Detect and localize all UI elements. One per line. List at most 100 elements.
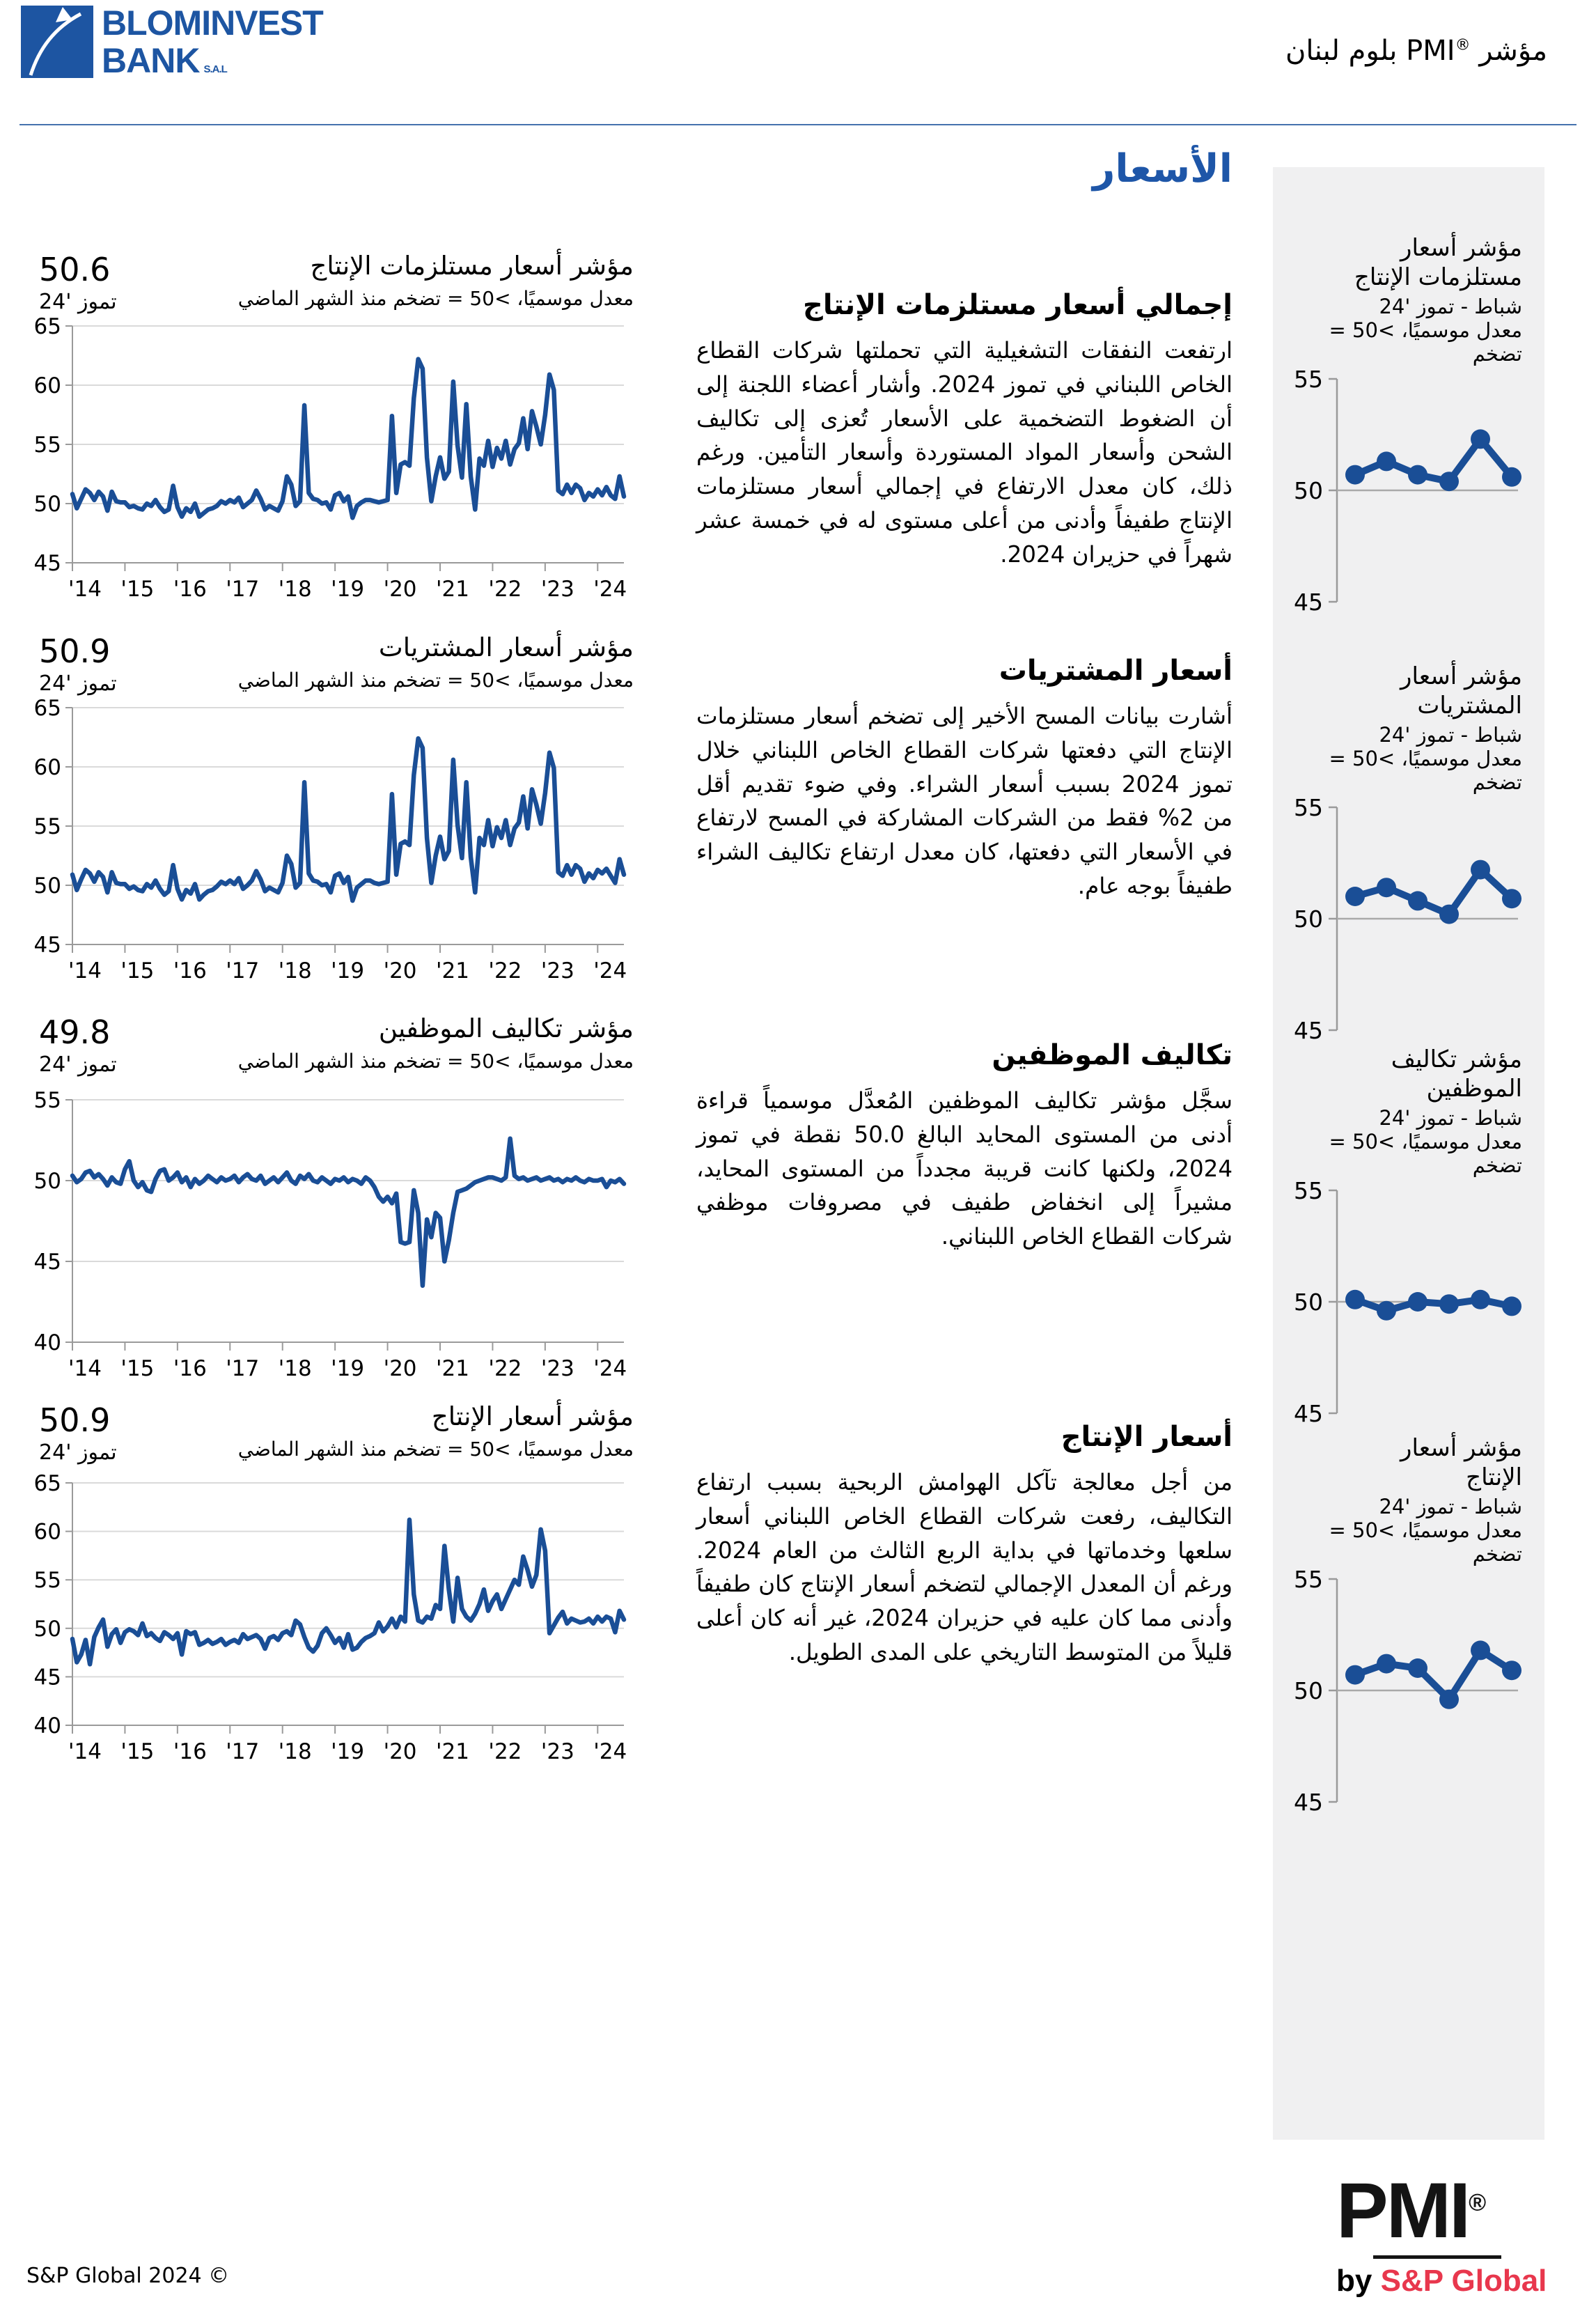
purchase-prices-mini-chart: 55 50 45 [1294, 797, 1521, 1044]
svg-text:'22: '22 [488, 1739, 522, 1764]
document-title-prefix: مؤشر [1479, 35, 1547, 67]
chart-subtitle: معدل موسميًا، >50 = تضخم منذ الشهر الماض… [237, 1438, 634, 1461]
output-prices-main-chart: 40 45 50 55 60 65 '14 '15 '16 '17 '18 '19 '20 '21 '22 '… [34, 1472, 627, 1764]
section-purchase-prices: أسعار المشتريات أشارت بيانات المسح الأخي… [696, 655, 1233, 903]
svg-text:60: 60 [34, 373, 61, 398]
purchase-prices-chart-header: 50.9 تموز '24 مؤشر أسعار المشتريات معدل … [21, 632, 634, 709]
logo-bank: BANK [102, 41, 200, 80]
staff-costs-main-chart: 40 45 50 55 '14 '15 '16 '17 '18 '19 '20 '21 '22 '23 '2… [34, 1089, 627, 1381]
latest-value-date: تموز '24 [39, 1052, 117, 1077]
svg-text:'23: '23 [541, 1356, 574, 1381]
svg-text:45: 45 [1294, 1400, 1323, 1427]
svg-text:'20: '20 [384, 1356, 417, 1381]
svg-text:55: 55 [34, 1568, 61, 1593]
svg-text:50: 50 [34, 1169, 61, 1194]
svg-text:'18: '18 [279, 577, 312, 602]
svg-text:50: 50 [34, 1617, 61, 1642]
sidebar-mini-staff-costs: مؤشر تكاليف الموظفين شباط - تموز '24 معدل… [1285, 1045, 1532, 1431]
sidebar-mini-input-prices: مؤشر أسعار مستلزمات الإنتاج شباط - تموز '… [1285, 233, 1532, 619]
svg-text:50: 50 [1294, 477, 1323, 504]
document-title-pmi: PMI® [1406, 35, 1471, 67]
svg-text:'17: '17 [226, 1739, 259, 1764]
svg-text:'15: '15 [120, 958, 154, 983]
svg-text:'19: '19 [331, 958, 364, 983]
section-heading: تكاليف الموظفين [992, 1039, 1233, 1071]
svg-text:'21: '21 [436, 958, 469, 983]
sp-global-brand: S&P Global [1380, 2264, 1547, 2298]
svg-text:60: 60 [34, 1520, 61, 1545]
section-body: ارتفعت النفقات التشغيلية التي تحملتها شر… [696, 337, 1233, 568]
chart-title: مؤشر أسعار مستلزمات الإنتاج [310, 251, 634, 281]
svg-text:'14: '14 [68, 577, 102, 602]
section-body: أشارت بيانات المسح الأخير إلى تضخم أسعار… [696, 703, 1233, 899]
svg-text:'14: '14 [68, 1356, 102, 1381]
blominvest-logo: BLOMINVEST BANK S.A.L [21, 3, 324, 78]
svg-text:'19: '19 [331, 1739, 364, 1764]
latest-value-date: تموز '24 [39, 290, 117, 314]
svg-text:'17: '17 [226, 1356, 259, 1381]
chart-title: مؤشر أسعار المشتريات [378, 632, 634, 662]
svg-text:'24: '24 [593, 1739, 627, 1764]
svg-text:55: 55 [1294, 797, 1323, 821]
svg-text:65: 65 [34, 1472, 61, 1496]
svg-text:55: 55 [34, 1089, 61, 1113]
mini-chart-note: معدل موسميًا، >50 = تضخم [1329, 1130, 1522, 1177]
mini-chart-period: شباط - تموز '24 [1379, 1495, 1522, 1518]
svg-text:'18: '18 [279, 1739, 312, 1764]
mini-chart-period: شباط - تموز '24 [1379, 295, 1522, 318]
section-heading: أسعار المشتريات [999, 655, 1233, 687]
svg-text:65: 65 [34, 697, 61, 721]
input-prices-mini-chart: 55 50 45 [1294, 368, 1521, 616]
purchase-prices-main-chart: 45 50 55 60 65 '14 '15 '16 '17 '18 '19 '20 '21 '22 '23… [34, 697, 627, 983]
svg-text:'21: '21 [436, 577, 469, 602]
header-divider [19, 124, 1577, 125]
svg-text:65: 65 [34, 315, 61, 339]
latest-value: 50.9 [39, 1401, 111, 1439]
document-title: مؤشر PMI® بلوم لبنان [1285, 35, 1547, 67]
svg-text:'23: '23 [541, 958, 574, 983]
svg-text:45: 45 [34, 551, 61, 576]
svg-text:'16: '16 [173, 958, 207, 983]
svg-text:55: 55 [34, 814, 61, 839]
input-prices-chart-header: 50.6 تموز '24 مؤشر أسعار مستلزمات الإنتا… [21, 251, 634, 327]
mini-chart-title: مؤشر أسعار مستلزمات الإنتاج [1354, 234, 1522, 291]
svg-text:55: 55 [1294, 1569, 1323, 1593]
output-prices-chart-header: 50.9 تموز '24 مؤشر أسعار الإنتاج معدل مو… [21, 1401, 634, 1478]
mini-chart-period: شباط - تموز '24 [1379, 723, 1522, 747]
arrow-swoosh-icon [29, 7, 82, 76]
blominvest-logo-text: BLOMINVEST BANK S.A.L [102, 3, 324, 78]
svg-text:'22: '22 [488, 1356, 522, 1381]
chart-subtitle: معدل موسميًا، >50 = تضخم منذ الشهر الماض… [237, 669, 634, 692]
latest-value: 49.8 [39, 1013, 111, 1051]
svg-text:50: 50 [34, 492, 61, 517]
svg-text:'17: '17 [226, 958, 259, 983]
svg-text:45: 45 [1294, 589, 1323, 616]
svg-text:'20: '20 [384, 1739, 417, 1764]
page-title: الأسعار [1093, 146, 1233, 192]
document-title-suffix: بلوم لبنان [1285, 35, 1398, 67]
output-prices-mini-chart: 55 50 45 [1294, 1569, 1521, 1816]
blominvest-logo-mark [21, 6, 93, 78]
staff-costs-chart-header: 49.8 تموز '24 مؤشر تكاليف الموظفين معدل … [21, 1013, 634, 1090]
svg-text:'21: '21 [436, 1356, 469, 1381]
section-heading: أسعار الإنتاج [1061, 1421, 1233, 1453]
logo-line1: BLOMINVEST [102, 3, 324, 42]
svg-text:'16: '16 [173, 577, 207, 602]
svg-text:'20: '20 [384, 577, 417, 602]
svg-text:'20: '20 [384, 958, 417, 983]
svg-text:'17: '17 [226, 577, 259, 602]
svg-text:'15: '15 [120, 577, 154, 602]
svg-text:55: 55 [1294, 1180, 1323, 1204]
svg-text:55: 55 [1294, 368, 1323, 393]
svg-text:'24: '24 [593, 577, 627, 602]
svg-text:'24: '24 [593, 958, 627, 983]
latest-value: 50.6 [39, 251, 111, 288]
logo-line2: BANK S.A.L [102, 43, 323, 78]
mini-chart-note: معدل موسميًا، >50 = تضخم [1329, 747, 1522, 794]
section-staff-costs: تكاليف الموظفين سجَّل مؤشر تكاليف الموظف… [696, 1039, 1233, 1254]
svg-text:'14: '14 [68, 958, 102, 983]
pmi-by-text: by [1336, 2264, 1372, 2298]
logo-sal: S.A.L [203, 63, 227, 75]
svg-text:'16: '16 [173, 1356, 207, 1381]
sidebar-mini-purchase-prices: مؤشر أسعار المشتريات شباط - تموز '24 معدل… [1285, 662, 1532, 1048]
